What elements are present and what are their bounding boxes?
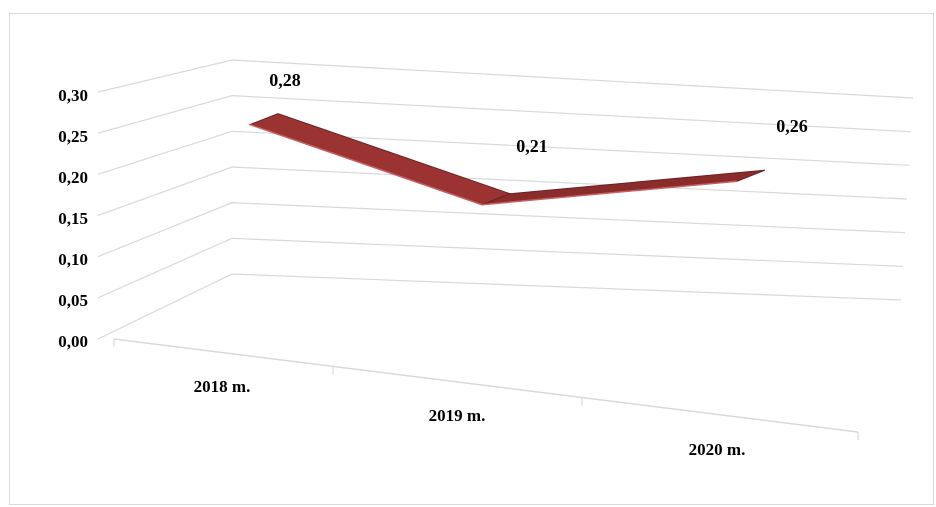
gridline: [97, 273, 902, 340]
gridline: [97, 95, 912, 134]
y-tick-labels: 0,00 0,05 0,10 0,15 0,20 0,25 0,30: [58, 86, 88, 351]
y-tick-label: 0,05: [58, 291, 88, 310]
gridline: [97, 202, 906, 258]
y-tick-label: 0,25: [58, 127, 88, 146]
data-label: 0,28: [269, 70, 301, 90]
gridline: [97, 237, 904, 299]
ribbon-segment: [481, 169, 766, 206]
ribbon-segment: [248, 113, 512, 206]
category-label: 2018 m.: [194, 377, 251, 396]
category-label: 2020 m.: [689, 440, 746, 459]
gridline: [97, 130, 910, 175]
y-tick-label: 0,15: [58, 209, 88, 228]
gridlines: [97, 59, 914, 340]
y-tick-label: 0,10: [58, 250, 88, 269]
y-tick-label: 0,30: [58, 86, 88, 105]
series-ribbon: [248, 113, 766, 206]
y-tick-label: 0,00: [58, 332, 88, 351]
data-label: 0,26: [776, 116, 808, 136]
gridline: [97, 59, 914, 99]
category-labels: 2018 m. 2019 m. 2020 m.: [194, 377, 746, 459]
gridline: [97, 166, 908, 217]
x-axis-line: [113, 338, 859, 433]
axis: [113, 338, 859, 440]
data-labels: 0,28 0,21 0,26: [269, 70, 808, 156]
y-tick-label: 0,20: [58, 168, 88, 187]
category-label: 2019 m.: [429, 406, 486, 425]
chart-frame: [9, 13, 934, 505]
series-line: [249, 123, 738, 206]
data-label: 0,21: [516, 136, 548, 156]
